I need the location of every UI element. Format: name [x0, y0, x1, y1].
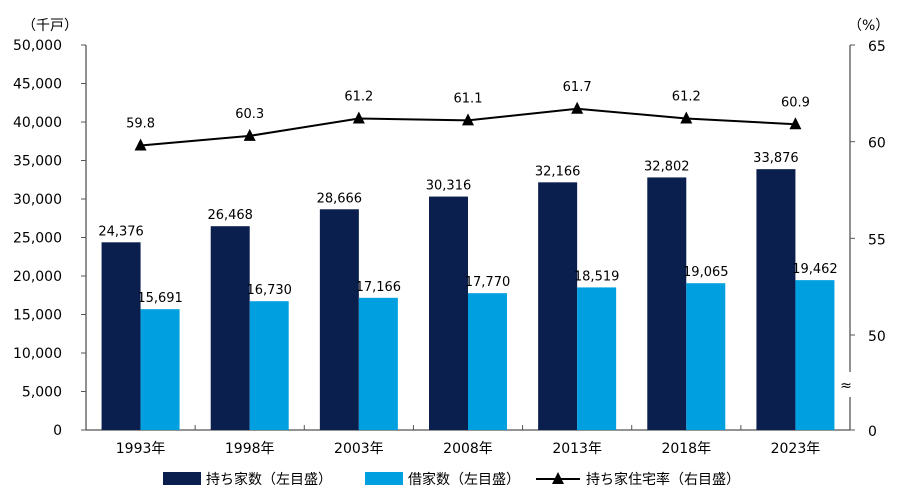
left-tick-label: 0	[53, 423, 62, 439]
bar-data-label: 18,519	[574, 269, 620, 284]
left-tick-label: 40,000	[13, 115, 62, 131]
line-data-label: 61.1	[454, 91, 483, 106]
left-tick-label: 25,000	[13, 231, 62, 247]
bar-data-label: 17,770	[465, 275, 511, 290]
x-tick-label: 1993年	[116, 441, 166, 457]
left-axis-unit: （千戸）	[22, 18, 78, 34]
line-data-label: 61.2	[344, 89, 373, 104]
line-marker-triangle	[134, 138, 147, 151]
bar-rented	[249, 301, 289, 430]
bar-owned	[210, 226, 250, 430]
bar-rented	[140, 309, 180, 430]
bar-rented	[577, 287, 617, 430]
line-data-label: 60.3	[235, 107, 264, 122]
bar-data-label: 16,730	[246, 283, 292, 298]
left-tick-label: 35,000	[13, 154, 62, 170]
line-marker-triangle	[680, 111, 693, 124]
left-tick-label: 30,000	[13, 192, 62, 208]
bar-data-label: 19,462	[792, 262, 838, 277]
bar-data-label: 33,876	[753, 151, 799, 166]
bar-owned	[756, 169, 796, 431]
axis-break-symbol: ≈	[840, 378, 852, 394]
bar-owned	[429, 196, 468, 430]
right-tick-label: 55	[868, 232, 886, 248]
bar-data-label: 28,666	[317, 191, 363, 206]
legend-label-rented: 借家数（左目盛）	[408, 471, 520, 488]
line-data-label: 60.9	[781, 95, 810, 110]
left-tick-label: 45,000	[13, 77, 62, 93]
line-data-label: 61.2	[672, 89, 701, 104]
bar-data-label: 32,166	[535, 164, 581, 179]
x-tick-label: 2003年	[334, 441, 384, 457]
left-tick-label: 20,000	[13, 269, 62, 285]
legend-label-owned: 持ち家数（左目盛）	[206, 471, 332, 488]
line-data-label: 59.8	[126, 117, 155, 132]
bar-rented	[358, 297, 398, 430]
line-marker-triangle	[462, 113, 474, 126]
line-marker-triangle	[571, 101, 584, 114]
bar-data-label: 17,166	[356, 280, 402, 295]
bar-rented	[468, 293, 507, 430]
bar-owned	[319, 209, 359, 430]
left-tick-label: 50,000	[13, 38, 62, 54]
right-axis-unit: （%）	[848, 18, 889, 34]
bar-data-label: 15,691	[137, 291, 183, 306]
line-marker-triangle	[789, 117, 802, 130]
legend-triangle-icon	[552, 472, 564, 484]
left-tick-label: 5,000	[22, 385, 62, 401]
x-tick-label: 2013年	[552, 441, 602, 457]
legend-swatch-rented	[365, 472, 403, 485]
left-tick-label: 10,000	[13, 346, 62, 362]
right-tick-label: 60	[868, 136, 886, 152]
line-data-label: 61.7	[563, 80, 592, 95]
bar-data-label: 32,802	[644, 159, 690, 174]
bar-owned	[101, 242, 141, 430]
bar-data-label: 30,316	[426, 179, 472, 194]
x-tick-label: 1998年	[225, 441, 275, 457]
right-tick-label: 50	[868, 329, 886, 345]
bar-rented	[686, 283, 726, 430]
bar-data-label: 24,376	[98, 224, 144, 239]
legend-label-rate: 持ち家住宅率（右目盛）	[586, 471, 740, 488]
right-tick-label: 65	[868, 39, 886, 55]
x-tick-label: 2018年	[661, 441, 711, 457]
bar-owned	[647, 177, 687, 430]
left-tick-label: 15,000	[13, 308, 62, 324]
right-tick-label: 0	[868, 424, 877, 440]
bar-rented	[795, 280, 835, 430]
x-tick-label: 2023年	[771, 441, 821, 457]
legend-swatch-owned	[163, 472, 201, 485]
bar-owned	[538, 182, 578, 430]
x-tick-label: 2008年	[443, 441, 493, 457]
line-marker-triangle	[352, 111, 365, 124]
bar-data-label: 26,468	[207, 208, 253, 223]
line-marker-triangle	[243, 128, 256, 141]
bar-data-label: 19,065	[683, 265, 729, 280]
